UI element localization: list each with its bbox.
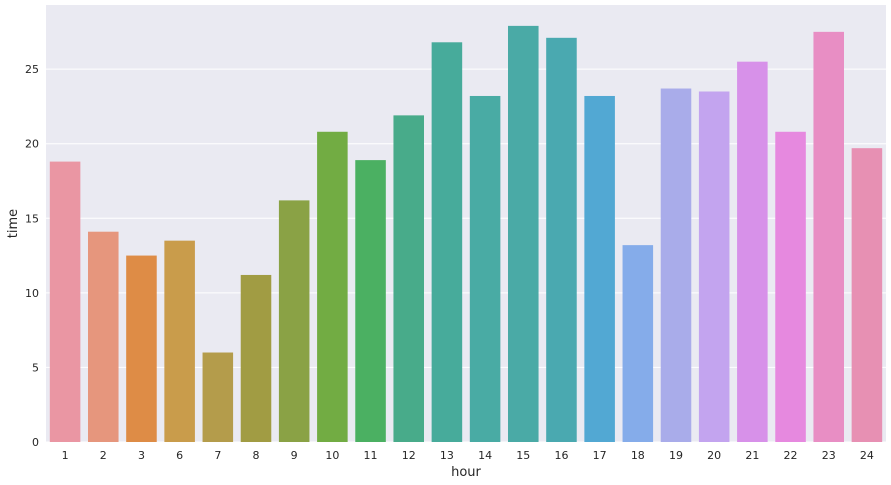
bar [317, 131, 348, 442]
x-tick-label: 3 [138, 449, 145, 462]
bar [355, 160, 386, 443]
x-tick-label: 13 [440, 449, 454, 462]
y-tick-label: 5 [32, 361, 39, 374]
bar [431, 42, 463, 443]
bar [202, 352, 234, 442]
bars [49, 25, 883, 443]
y-tick-labels: 0 5 10 15 20 25 [25, 63, 39, 449]
x-tick-label: 12 [402, 449, 416, 462]
x-tick-label: 7 [214, 449, 221, 462]
x-tick-label: 14 [478, 449, 492, 462]
x-tick-label: 19 [669, 449, 683, 462]
bar [49, 161, 81, 442]
x-tick-label: 24 [860, 449, 874, 462]
bar [775, 131, 806, 442]
bar [851, 148, 883, 442]
x-tick-label: 2 [100, 449, 107, 462]
y-tick-label: 25 [25, 63, 39, 76]
bar [737, 61, 768, 442]
x-axis-label: hour [451, 465, 481, 480]
x-tick-label: 23 [822, 449, 836, 462]
bar [126, 255, 157, 442]
x-tick-label: 9 [291, 449, 298, 462]
x-tick-label: 10 [325, 449, 339, 462]
bar [164, 240, 195, 442]
bar [469, 95, 501, 442]
y-tick-label: 20 [25, 138, 39, 151]
bar [584, 95, 615, 442]
bar [622, 245, 654, 442]
x-tick-label: 15 [516, 449, 530, 462]
y-tick-label: 15 [25, 212, 39, 225]
x-tick-label: 11 [364, 449, 378, 462]
y-axis-label: time [6, 209, 21, 238]
bar [393, 115, 424, 443]
y-tick-label: 10 [25, 287, 39, 300]
bar [508, 25, 539, 442]
x-tick-label: 21 [745, 449, 759, 462]
bar [698, 91, 730, 442]
bar [240, 274, 272, 442]
bar [546, 37, 577, 442]
bar [813, 31, 844, 443]
x-tick-label: 20 [707, 449, 721, 462]
bar [278, 200, 310, 442]
x-tick-label: 18 [631, 449, 645, 462]
bar [88, 231, 119, 442]
x-tick-label: 17 [593, 449, 607, 462]
y-tick-label: 0 [32, 436, 39, 449]
x-tick-label: 22 [784, 449, 798, 462]
x-tick-label: 16 [554, 449, 568, 462]
x-tick-label: 8 [253, 449, 260, 462]
bar [660, 88, 692, 442]
x-tick-label: 6 [176, 449, 183, 462]
x-tick-label: 1 [62, 449, 69, 462]
x-tick-labels: 1 2 3 6 7 8 9 10 11 12 13 14 15 16 17 18 19 20 21 22 23 24 [62, 449, 874, 462]
